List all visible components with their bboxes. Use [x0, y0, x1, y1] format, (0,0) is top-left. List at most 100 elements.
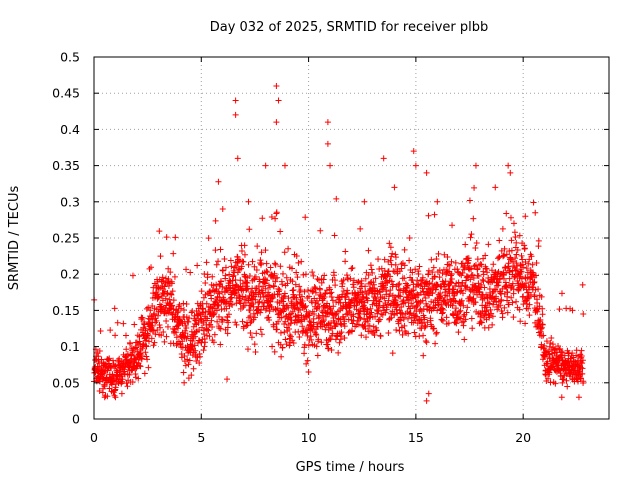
data-point	[180, 307, 187, 314]
data-point	[422, 294, 429, 301]
data-point	[229, 273, 236, 280]
data-point	[342, 248, 349, 255]
y-tick-label: 0.3	[60, 194, 80, 209]
data-point	[111, 305, 118, 312]
data-point	[301, 350, 308, 357]
data-point	[472, 244, 479, 251]
data-point	[219, 318, 226, 325]
data-point	[99, 376, 106, 383]
data-point	[172, 234, 179, 241]
data-point	[519, 256, 526, 263]
data-point	[358, 332, 365, 339]
data-point	[405, 296, 412, 303]
data-point	[157, 324, 164, 331]
data-point	[528, 253, 535, 260]
data-point	[225, 319, 232, 326]
data-point	[183, 266, 190, 273]
data-point	[401, 262, 408, 269]
data-point	[343, 311, 350, 318]
data-point	[462, 277, 469, 284]
data-point	[318, 339, 325, 346]
data-point	[181, 353, 188, 360]
data-point	[392, 251, 399, 258]
data-point	[214, 318, 221, 325]
data-point	[251, 341, 258, 348]
data-point	[497, 302, 504, 309]
data-point	[253, 266, 260, 273]
data-point	[517, 318, 524, 325]
data-point	[305, 342, 312, 349]
data-point	[240, 304, 247, 311]
data-point	[209, 273, 216, 280]
data-point	[366, 314, 373, 321]
data-point	[322, 313, 329, 320]
y-tick-label: 0	[72, 412, 80, 427]
data-point	[224, 324, 231, 331]
data-point	[489, 321, 496, 328]
data-point	[223, 305, 230, 312]
data-point	[537, 316, 544, 323]
data-point	[248, 334, 255, 341]
data-point	[412, 266, 419, 273]
data-point	[436, 267, 443, 274]
data-point	[203, 300, 210, 307]
data-point	[333, 195, 340, 202]
data-point	[377, 333, 384, 340]
data-point	[111, 392, 118, 399]
data-point	[217, 246, 224, 253]
data-point	[446, 262, 453, 269]
data-point	[518, 252, 525, 259]
data-point	[215, 178, 222, 185]
data-point	[204, 315, 211, 322]
data-point	[374, 308, 381, 315]
data-point	[204, 326, 211, 333]
data-point	[544, 358, 551, 365]
data-point	[563, 377, 570, 384]
data-point	[437, 290, 444, 297]
data-point	[429, 269, 436, 276]
data-point	[494, 270, 501, 277]
data-point	[296, 283, 303, 290]
data-point	[221, 255, 228, 262]
data-point	[277, 263, 284, 270]
data-point	[535, 286, 542, 293]
data-point	[501, 304, 508, 311]
data-point	[306, 312, 313, 319]
data-point	[340, 276, 347, 283]
data-point	[480, 271, 487, 278]
data-point	[454, 266, 461, 273]
data-point	[483, 304, 490, 311]
data-point	[309, 269, 316, 276]
data-point	[152, 331, 159, 338]
data-point	[447, 272, 454, 279]
data-point	[474, 256, 481, 263]
data-points	[91, 82, 587, 404]
data-point	[556, 306, 563, 313]
data-point	[286, 342, 293, 349]
data-point	[538, 293, 545, 300]
data-point	[271, 348, 278, 355]
data-point	[275, 318, 282, 325]
data-point	[546, 343, 553, 350]
data-point	[294, 274, 301, 281]
data-point	[359, 298, 366, 305]
data-point	[453, 289, 460, 296]
data-point	[129, 378, 136, 385]
data-point	[455, 314, 462, 321]
data-point	[281, 329, 288, 336]
data-point	[208, 295, 215, 302]
data-point	[250, 310, 257, 317]
data-point	[247, 307, 254, 314]
data-point	[399, 331, 406, 338]
data-point	[257, 309, 264, 316]
data-point	[359, 293, 366, 300]
data-point	[401, 246, 408, 253]
data-point	[196, 360, 203, 367]
data-point	[423, 339, 430, 346]
data-point	[298, 258, 305, 265]
data-point	[183, 325, 190, 332]
data-point	[514, 246, 521, 253]
data-point	[512, 234, 519, 241]
data-point	[397, 317, 404, 324]
data-point	[164, 290, 171, 297]
